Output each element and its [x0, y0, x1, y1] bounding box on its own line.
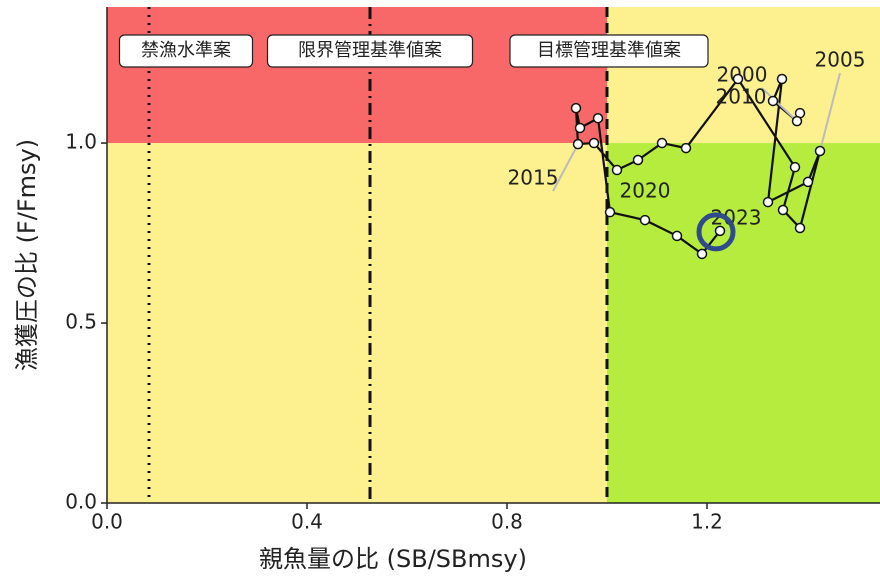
x-tick-label: 0.8 — [491, 510, 523, 534]
point — [732, 73, 744, 85]
point — [572, 138, 584, 150]
zone-yellow — [107, 143, 607, 504]
point — [592, 112, 604, 124]
point — [789, 161, 801, 173]
zone-green — [607, 143, 880, 504]
point — [777, 204, 789, 216]
zone-yellow — [607, 7, 880, 144]
point — [696, 248, 708, 260]
point — [762, 196, 774, 208]
point — [802, 176, 814, 188]
point — [791, 115, 803, 127]
point — [671, 230, 683, 242]
y-tick-label: 0.5 — [65, 310, 97, 334]
x-axis-label: 親魚量の比 (SB/SBmsy) — [259, 545, 527, 573]
year-label: 2000 — [717, 63, 768, 87]
reference-label-box — [509, 34, 709, 68]
point — [604, 206, 616, 218]
year-label: 2015 — [508, 166, 559, 190]
year-leader — [819, 72, 841, 152]
year-label: 2005 — [815, 47, 866, 71]
point — [714, 225, 726, 237]
y-tick-label: 1.0 — [65, 130, 97, 154]
point — [632, 154, 644, 166]
latest-highlight — [696, 212, 736, 252]
point — [814, 145, 826, 157]
point — [680, 142, 692, 154]
point — [794, 222, 806, 234]
year-leader — [761, 87, 798, 122]
zone-red — [107, 7, 607, 144]
y-tick-label: 0.0 — [65, 490, 97, 514]
reference-label: 禁漁水準案 — [141, 40, 231, 61]
point — [776, 73, 788, 85]
x-tick-label: 0.4 — [291, 510, 323, 534]
reference-label-box — [266, 34, 474, 68]
x-tick-label: 0.0 — [91, 510, 123, 534]
point — [588, 137, 600, 149]
point — [611, 164, 623, 176]
year-label: 2020 — [620, 179, 671, 203]
reference-label-box — [118, 34, 254, 68]
point — [570, 102, 582, 114]
year-leader — [552, 143, 579, 192]
reference-label: 目標管理基準値案 — [537, 40, 681, 61]
reference-label: 限界管理基準値案 — [298, 40, 442, 61]
point — [656, 137, 668, 149]
x-tick-label: 1.2 — [691, 510, 723, 534]
y-axis-label: 漁獲圧の比 (F/Fmsy) — [13, 139, 41, 371]
point — [639, 214, 651, 226]
point — [574, 122, 586, 134]
point — [767, 95, 779, 107]
year-label: 2010 — [716, 85, 767, 109]
